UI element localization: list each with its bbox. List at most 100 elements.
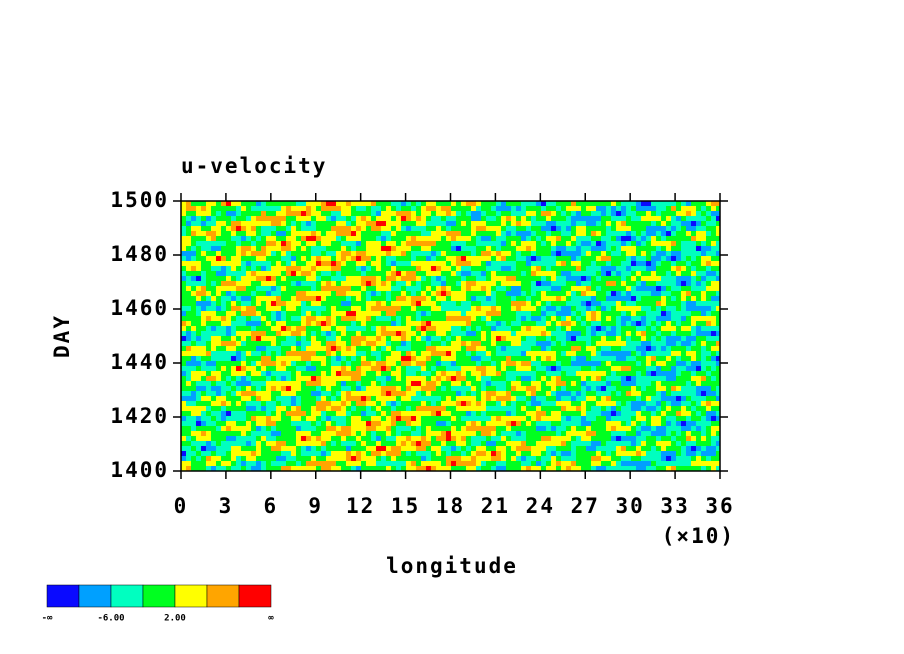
field-cell bbox=[551, 426, 556, 431]
field-cell bbox=[666, 251, 671, 256]
field-cell bbox=[236, 301, 241, 306]
field-cell bbox=[296, 286, 301, 291]
field-cell bbox=[681, 296, 686, 301]
field-cell bbox=[616, 326, 621, 331]
field-cell bbox=[641, 281, 646, 286]
field-cell bbox=[436, 366, 441, 371]
field-cell bbox=[336, 211, 341, 216]
field-cell bbox=[461, 391, 466, 396]
field-cell bbox=[201, 206, 206, 211]
field-cell bbox=[346, 216, 351, 221]
field-cell bbox=[686, 206, 691, 211]
field-cell bbox=[276, 306, 281, 311]
field-cell bbox=[396, 391, 401, 396]
field-cell bbox=[226, 406, 231, 411]
field-cell bbox=[211, 381, 216, 386]
field-cell bbox=[676, 296, 681, 301]
field-cell bbox=[331, 261, 336, 266]
field-cell bbox=[191, 226, 196, 231]
field-cell bbox=[331, 306, 336, 311]
field-cell bbox=[286, 326, 291, 331]
field-cell bbox=[551, 351, 556, 356]
field-cell bbox=[526, 376, 531, 381]
field-cell bbox=[301, 266, 306, 271]
field-cell bbox=[511, 336, 516, 341]
field-cell bbox=[631, 396, 636, 401]
field-cell bbox=[616, 386, 621, 391]
field-cell bbox=[691, 291, 696, 296]
field-cell bbox=[611, 266, 616, 271]
field-cell bbox=[691, 411, 696, 416]
field-cell bbox=[641, 346, 646, 351]
field-cell bbox=[371, 351, 376, 356]
field-cell bbox=[471, 351, 476, 356]
field-cell bbox=[351, 381, 356, 386]
field-cell bbox=[611, 341, 616, 346]
field-cell bbox=[411, 341, 416, 346]
field-cell bbox=[366, 416, 371, 421]
field-cell bbox=[186, 301, 191, 306]
field-cell bbox=[486, 411, 491, 416]
field-cell bbox=[656, 226, 661, 231]
field-cell bbox=[226, 396, 231, 401]
field-cell bbox=[211, 281, 216, 286]
field-cell bbox=[476, 336, 481, 341]
field-cell bbox=[686, 366, 691, 371]
field-cell bbox=[266, 236, 271, 241]
field-cell bbox=[186, 286, 191, 291]
field-cell bbox=[386, 416, 391, 421]
field-cell bbox=[416, 331, 421, 336]
field-cell bbox=[586, 251, 591, 256]
field-cell bbox=[431, 201, 436, 206]
field-cell bbox=[381, 311, 386, 316]
field-cell bbox=[661, 331, 666, 336]
field-cell bbox=[321, 201, 326, 206]
field-cell bbox=[256, 391, 261, 396]
field-cell bbox=[396, 241, 401, 246]
field-cell bbox=[391, 206, 396, 211]
field-cell bbox=[221, 391, 226, 396]
field-cell bbox=[416, 421, 421, 426]
field-cell bbox=[606, 391, 611, 396]
field-cell bbox=[341, 246, 346, 251]
field-cell bbox=[406, 356, 411, 361]
field-cell bbox=[646, 326, 651, 331]
field-cell bbox=[641, 261, 646, 266]
field-cell bbox=[546, 251, 551, 256]
field-cell bbox=[486, 396, 491, 401]
field-cell bbox=[601, 411, 606, 416]
field-cell bbox=[401, 266, 406, 271]
field-cell bbox=[666, 426, 671, 431]
field-cell bbox=[486, 251, 491, 256]
field-cell bbox=[206, 431, 211, 436]
field-cell bbox=[491, 351, 496, 356]
field-cell bbox=[291, 201, 296, 206]
field-cell bbox=[601, 291, 606, 296]
field-cell bbox=[376, 316, 381, 321]
field-cell bbox=[451, 411, 456, 416]
field-cell bbox=[331, 216, 336, 221]
field-cell bbox=[681, 361, 686, 366]
field-cell bbox=[636, 341, 641, 346]
field-cell bbox=[636, 346, 641, 351]
field-cell bbox=[666, 381, 671, 386]
field-cell bbox=[226, 431, 231, 436]
field-cell bbox=[621, 361, 626, 366]
field-cell bbox=[566, 366, 571, 371]
field-cell bbox=[561, 416, 566, 421]
field-cell bbox=[686, 221, 691, 226]
field-cell bbox=[211, 261, 216, 266]
field-cell bbox=[186, 366, 191, 371]
field-cell bbox=[691, 201, 696, 206]
field-cell bbox=[576, 251, 581, 256]
field-cell bbox=[536, 271, 541, 276]
field-cell bbox=[586, 276, 591, 281]
field-cell bbox=[671, 356, 676, 361]
field-cell bbox=[546, 261, 551, 266]
field-cell bbox=[366, 291, 371, 296]
field-cell bbox=[251, 421, 256, 426]
field-cell bbox=[186, 306, 191, 311]
field-cell bbox=[296, 216, 301, 221]
field-cell bbox=[291, 241, 296, 246]
field-cell bbox=[226, 341, 231, 346]
